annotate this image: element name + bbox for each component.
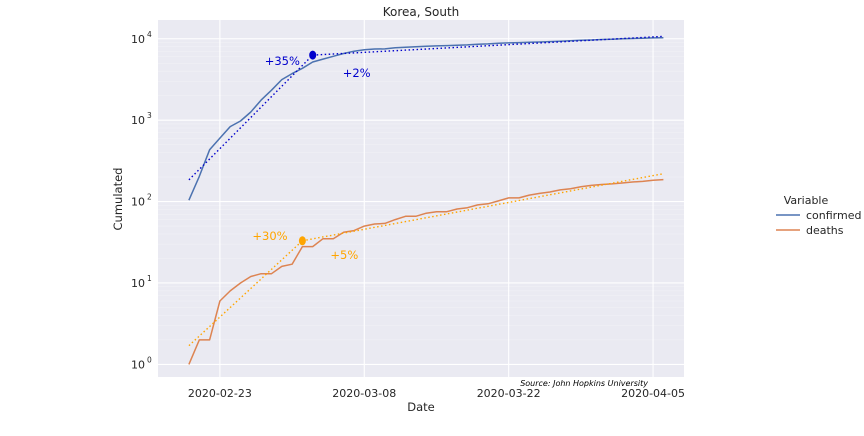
plot-area bbox=[158, 20, 684, 377]
y-tick-exponent: 3 bbox=[147, 111, 152, 120]
y-tick-exponent: 1 bbox=[147, 274, 152, 283]
breakpoint-deaths bbox=[298, 236, 306, 246]
grid bbox=[158, 20, 684, 377]
legend: Variable confirmed deaths bbox=[776, 194, 861, 237]
trend-fit-confirmed bbox=[312, 35, 664, 56]
trend-fit-deaths bbox=[188, 240, 303, 347]
breakpoint-confirmed bbox=[309, 50, 317, 60]
y-tick-label: 10 bbox=[131, 33, 145, 46]
growth-label-confirmed: +2% bbox=[343, 66, 371, 80]
x-tick-label: 2020-04-05 bbox=[621, 387, 685, 400]
source-note: Source: John Hopkins University bbox=[520, 379, 648, 388]
trend-fit-confirmed bbox=[188, 54, 314, 181]
y-tick-label: 10 bbox=[131, 277, 145, 290]
series-line-deaths bbox=[188, 178, 664, 365]
trend-fits: +35% +2% +30% +5% bbox=[188, 35, 664, 347]
y-tick-label: 10 bbox=[131, 114, 145, 127]
growth-label-deaths: +30% bbox=[252, 229, 287, 243]
trend-fit-deaths bbox=[302, 173, 664, 242]
growth-label-deaths: +5% bbox=[330, 248, 358, 262]
x-axis-label: Date bbox=[407, 400, 435, 414]
legend-label-deaths: deaths bbox=[806, 224, 844, 237]
y-tick-label: 10 bbox=[131, 358, 145, 371]
y-tick-exponent: 2 bbox=[147, 193, 152, 202]
y-tick-exponent: 4 bbox=[147, 30, 152, 39]
x-tick-label: 2020-02-23 bbox=[188, 387, 252, 400]
y-tick-exponent: 0 bbox=[147, 355, 152, 364]
y-axis-label: Cumulated bbox=[111, 168, 125, 231]
growth-label-confirmed: +35% bbox=[265, 54, 300, 68]
x-tick-label: 2020-03-22 bbox=[477, 387, 541, 400]
y-tick-label: 10 bbox=[131, 196, 145, 209]
legend-label-confirmed: confirmed bbox=[806, 209, 861, 222]
legend-title: Variable bbox=[784, 194, 829, 207]
x-tick-label: 2020-03-08 bbox=[332, 387, 396, 400]
chart-title: Korea, South bbox=[383, 5, 460, 19]
